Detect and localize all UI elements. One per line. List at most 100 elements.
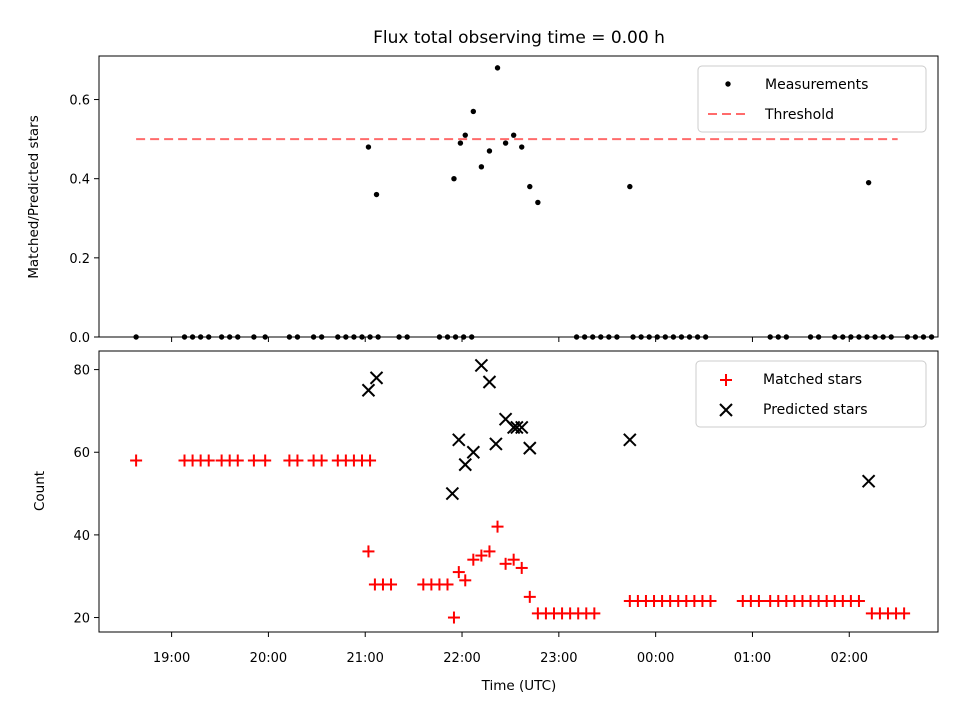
predicted-star-point — [515, 420, 529, 435]
measurement-point — [310, 334, 317, 340]
predicted-star-point-b — [445, 486, 460, 501]
measurement-point — [181, 334, 188, 340]
measurement-point — [638, 334, 644, 340]
measurement-point — [457, 140, 464, 146]
matched-star-point — [130, 454, 143, 467]
measurement-point — [654, 334, 660, 340]
bottom-legend-box — [695, 360, 927, 428]
legend-predicted-label: Predicted stars — [763, 402, 868, 418]
measurement-point — [519, 144, 525, 150]
matched-star-point — [704, 595, 717, 608]
measurement-point — [451, 175, 457, 182]
measurement-point — [630, 334, 636, 340]
measurement-point — [351, 334, 357, 340]
measurement-point — [606, 334, 612, 340]
measurement-point — [686, 334, 693, 340]
predicted-star-point-b — [482, 375, 497, 389]
measurement-point — [920, 334, 927, 340]
predicted-star-point-b — [452, 433, 466, 447]
measurement-point — [856, 334, 862, 340]
predicted-star-point — [482, 375, 497, 389]
predicted-star-point-b — [515, 420, 529, 435]
matched-star-point — [259, 454, 272, 467]
predicted-star-point-b — [523, 441, 537, 455]
x-tick-label: 20:00 — [250, 651, 287, 666]
measurement-point — [627, 183, 633, 190]
matched-star-point — [385, 578, 398, 591]
predicted-star-point — [361, 383, 376, 397]
measurement-point — [286, 334, 293, 340]
predicted-star-point-b — [361, 383, 376, 397]
matched-star-point — [315, 454, 328, 467]
measurement-point — [404, 334, 410, 340]
bottom-y-tick-label: 60 — [73, 446, 90, 461]
x-tick-label: 02:00 — [831, 651, 868, 666]
predicted-star-point-b — [861, 474, 876, 488]
measurement-point — [872, 334, 878, 340]
matched-star-point — [441, 578, 454, 591]
bottom-y-tick-label: 40 — [73, 529, 90, 544]
matched-star-point — [483, 545, 496, 558]
legend-matched-marker — [720, 374, 732, 386]
top-y-axis-label: Matched/Predicted stars — [26, 115, 42, 278]
top-axes-frame — [98, 55, 939, 338]
bottom-y-axis-label: Count — [32, 471, 48, 511]
predicted-star-point-b — [489, 437, 503, 451]
x-tick-label: 01:00 — [734, 651, 771, 666]
predicted-star-point — [510, 420, 524, 435]
measurement-point — [848, 334, 854, 340]
measurement-point — [807, 334, 814, 340]
matched-star-point — [452, 566, 465, 579]
x-tick-label: 19:00 — [153, 651, 190, 666]
measurement-point — [494, 65, 501, 71]
predicted-star-point-b — [458, 457, 472, 472]
bottom-legend: Matched stars Predicted stars — [695, 360, 927, 428]
matched-star-point — [459, 574, 472, 587]
legend-measurements-label: Measurements — [765, 77, 868, 93]
x-tick-label: 23:00 — [540, 651, 577, 666]
matched-star-point — [247, 454, 260, 467]
measurement-point — [904, 334, 911, 340]
top-y-tick-label: 0.0 — [69, 331, 90, 346]
measurement-point — [218, 334, 225, 340]
measurement-point — [478, 164, 485, 170]
top-legend-box — [697, 65, 927, 133]
matched-star-point — [491, 520, 504, 533]
measurement-point — [662, 334, 669, 340]
matched-star-point — [523, 590, 536, 603]
top-y-tick-label: 0.6 — [69, 94, 90, 109]
predicted-star-point-b — [510, 420, 524, 435]
top-y-tick-label: 0.2 — [69, 252, 90, 267]
predicted-star-point — [445, 486, 460, 501]
measurement-point — [783, 334, 790, 340]
matched-star-point — [475, 549, 488, 562]
measurement-point — [251, 334, 257, 340]
matched-star-point — [515, 561, 528, 574]
top-legend: Measurements Threshold — [697, 65, 927, 133]
matched-star-point — [499, 557, 512, 570]
bottom-y-tick-label: 80 — [73, 364, 90, 379]
top-y-ticks: 0.0 0.2 0.4 0.6 — [69, 94, 99, 346]
matched-star-point — [898, 607, 911, 620]
measurement-point — [502, 140, 509, 146]
measurement-point — [702, 334, 709, 340]
measurement-point — [436, 334, 443, 340]
chart-title: Flux total observing time = 0.00 h — [373, 28, 665, 48]
predicted-star-point — [474, 358, 489, 373]
measurement-point — [912, 334, 919, 340]
bottom-y-ticks: 20 40 60 80 — [73, 364, 99, 627]
measurement-point — [396, 334, 402, 340]
measurement-point — [460, 334, 467, 340]
predicted-star-point — [623, 433, 637, 447]
matched-star-point — [588, 607, 601, 620]
matched-star-point — [231, 454, 244, 467]
matched-star-point — [467, 553, 480, 566]
measurement-point — [444, 334, 451, 340]
predicted-star-point — [458, 457, 472, 472]
bottom-x-ticks: 19:00 20:00 21:00 22:00 23:00 00:00 01:00 02:00 — [153, 632, 868, 666]
measurement-point — [581, 334, 588, 340]
legend-matched-label: Matched stars — [763, 372, 862, 388]
measurement-point — [373, 191, 380, 198]
measurement-point — [535, 199, 541, 206]
bottom-axes-frame — [98, 350, 939, 633]
